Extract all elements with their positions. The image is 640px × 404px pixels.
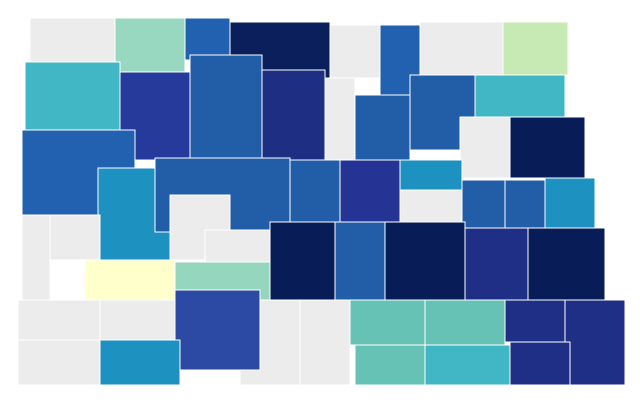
county <box>424 344 511 386</box>
county <box>339 159 401 223</box>
county <box>184 17 231 61</box>
county <box>17 339 101 386</box>
county <box>544 177 596 229</box>
county <box>114 17 186 73</box>
county <box>49 214 101 261</box>
county <box>424 299 506 346</box>
county <box>354 94 411 161</box>
county <box>299 299 351 386</box>
county <box>174 289 261 371</box>
county <box>261 69 326 161</box>
county <box>29 17 116 63</box>
county <box>419 21 504 79</box>
county <box>504 179 546 229</box>
county <box>189 54 263 161</box>
county <box>17 299 101 341</box>
county <box>461 179 506 229</box>
county <box>504 299 566 343</box>
county <box>329 24 381 79</box>
county <box>564 299 626 386</box>
county <box>527 227 606 301</box>
county <box>502 21 569 76</box>
county <box>99 339 181 386</box>
county <box>509 116 586 179</box>
county <box>84 259 176 301</box>
county <box>324 77 356 161</box>
county <box>459 116 511 179</box>
county <box>464 227 529 301</box>
county <box>24 61 121 141</box>
county <box>21 214 51 301</box>
county <box>509 341 571 386</box>
county <box>474 74 566 118</box>
county <box>204 229 271 263</box>
county <box>334 221 386 301</box>
county <box>354 344 426 386</box>
county <box>399 159 463 191</box>
county <box>349 299 426 346</box>
county <box>289 159 341 223</box>
county <box>384 221 466 301</box>
county <box>399 189 463 223</box>
county <box>269 221 336 301</box>
